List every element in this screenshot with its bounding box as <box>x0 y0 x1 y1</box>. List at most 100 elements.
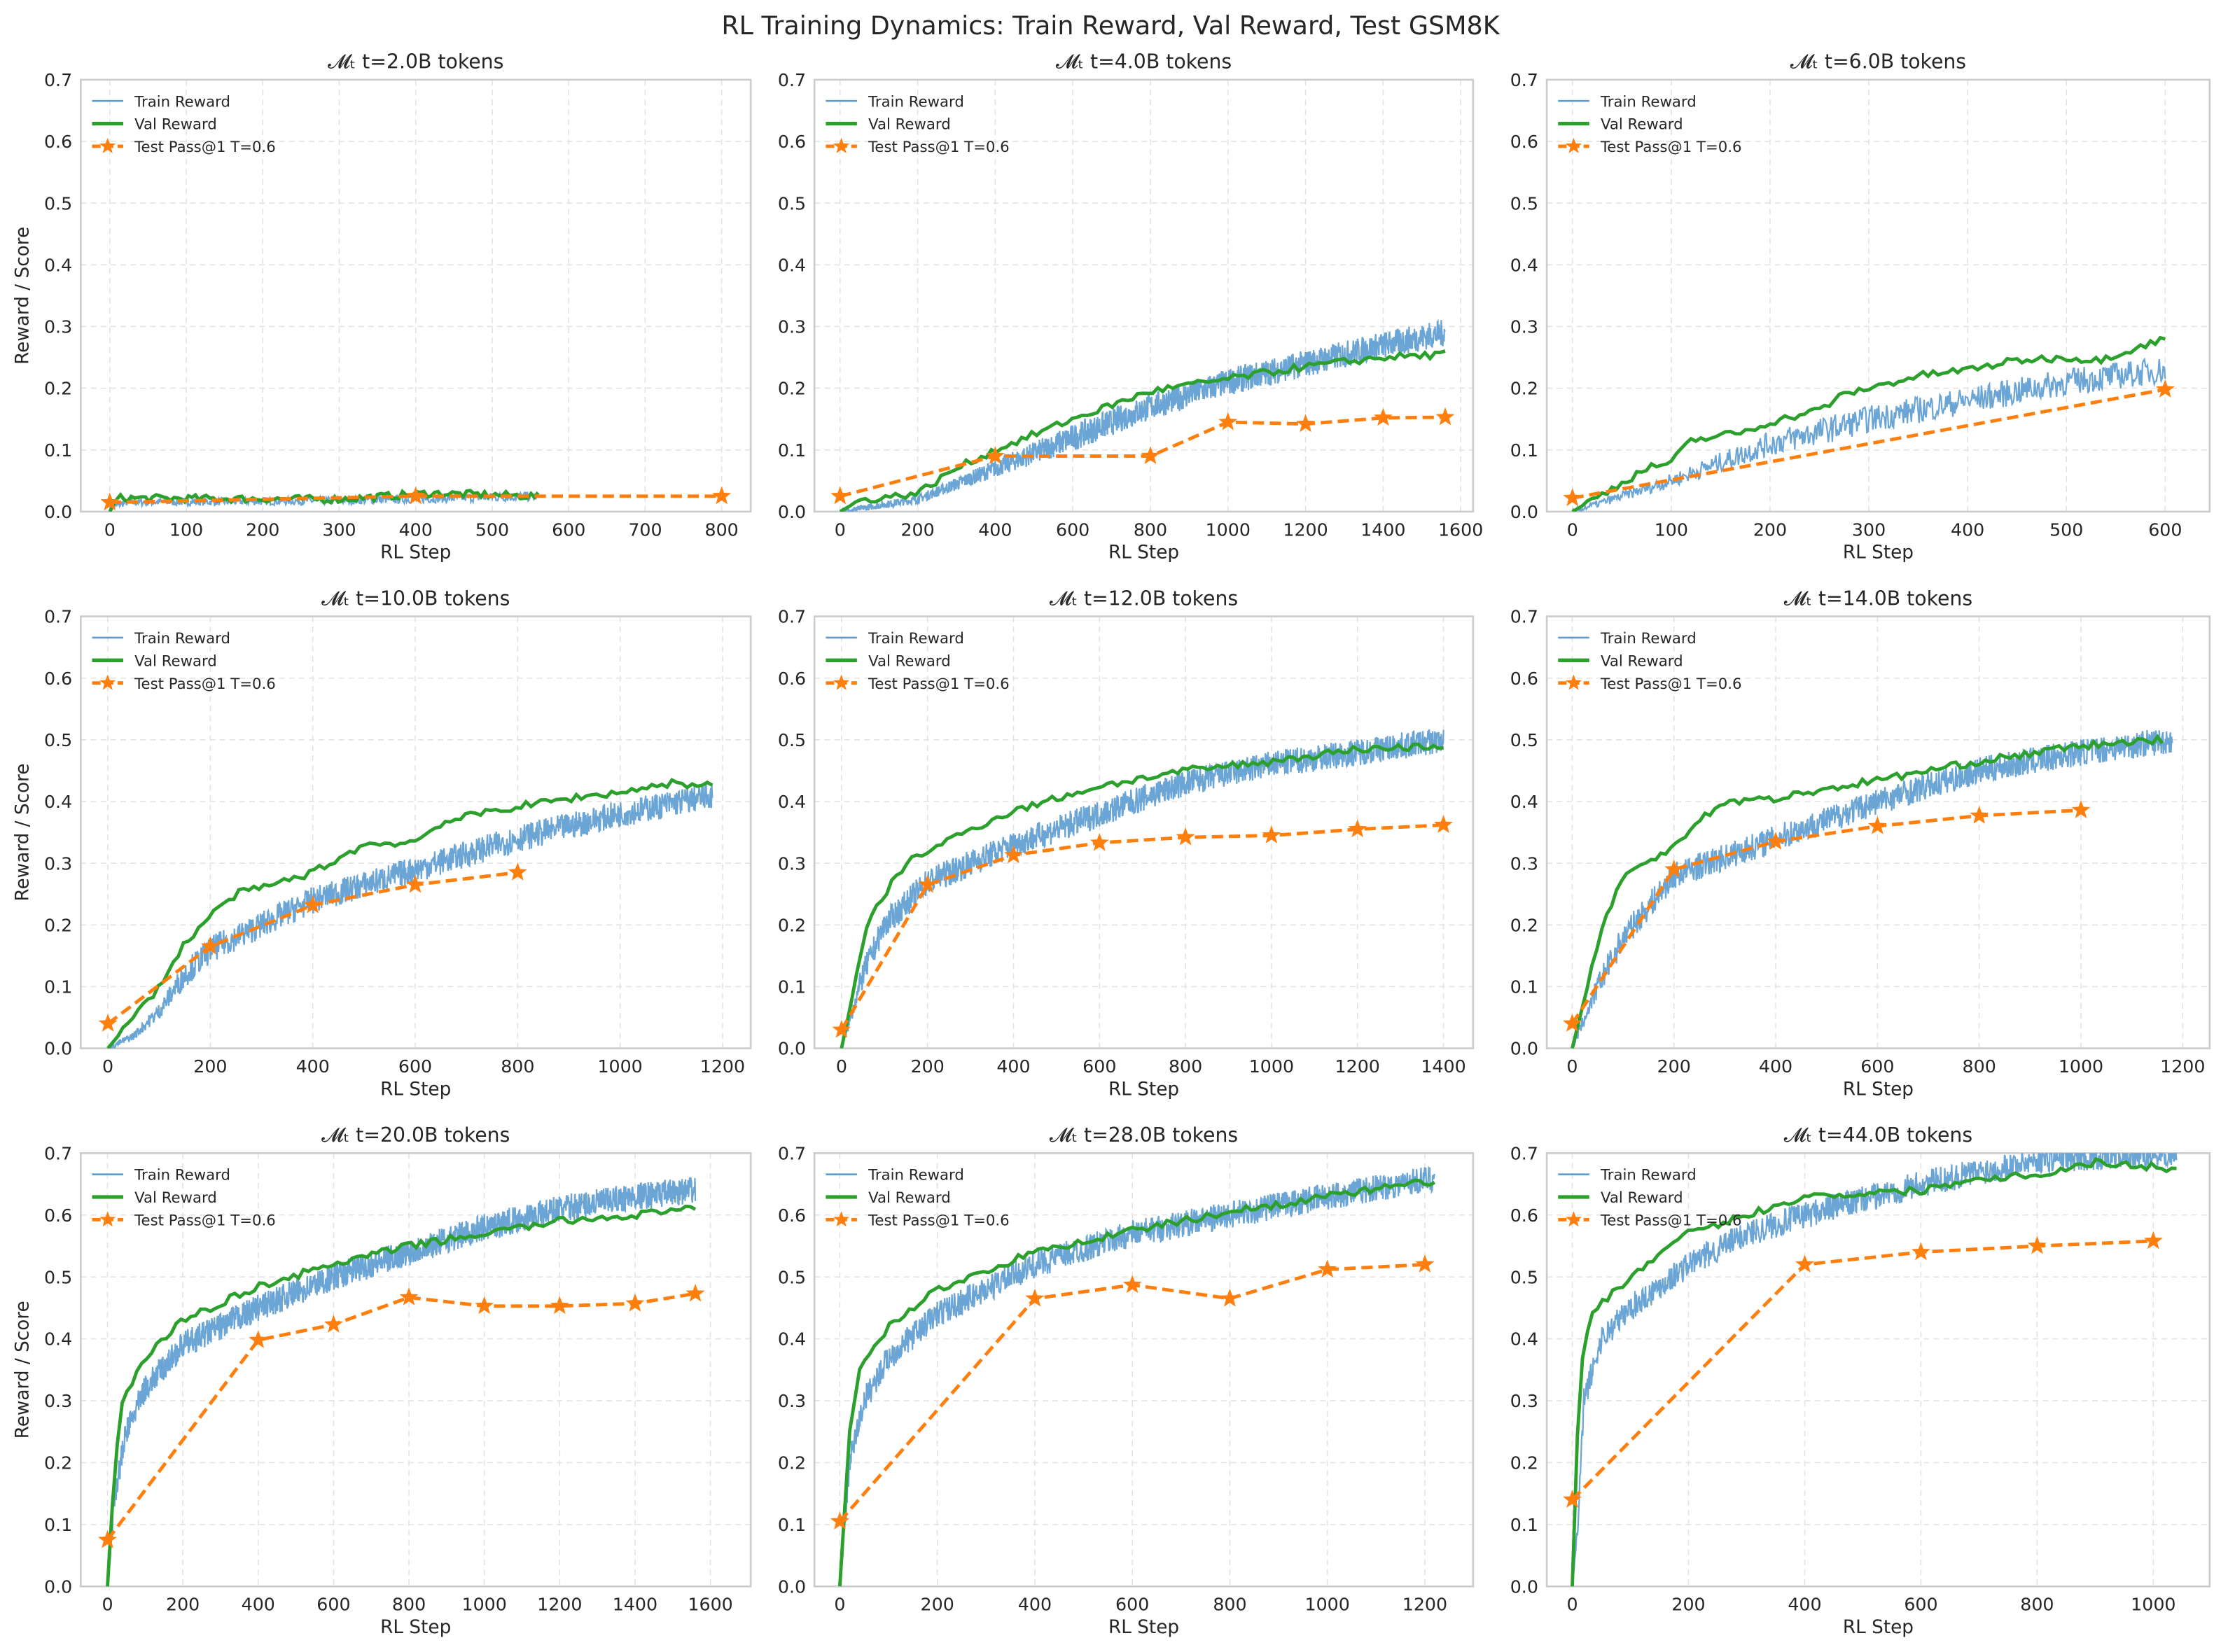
x-tick-label: 0 <box>1567 519 1578 540</box>
train-reward-line <box>1571 1153 2178 1587</box>
y-tick-label: 0.5 <box>44 1267 72 1287</box>
test-pass-marker <box>406 486 426 505</box>
x-tick-label: 0 <box>102 1056 113 1077</box>
subplot-title: 𝓜ₜ t=4.0B tokens <box>1056 50 1232 74</box>
legend-label-val: Val Reward <box>868 116 951 134</box>
test-pass-marker <box>323 1315 343 1333</box>
test-pass-marker <box>1373 407 1393 426</box>
x-tick-label: 1600 <box>688 1595 732 1615</box>
y-tick-label: 0.6 <box>44 132 72 152</box>
train-reward-line <box>107 783 713 1049</box>
x-tick-label: 1000 <box>2059 1056 2103 1077</box>
y-tick-label: 0.4 <box>44 792 72 812</box>
y-axis-label: Reward / Score <box>12 764 33 902</box>
x-tick-label: 0 <box>1567 1595 1578 1615</box>
legend-label-test: Test Pass@1 T=0.6 <box>134 1212 276 1229</box>
test-pass-marker <box>1563 1490 1582 1508</box>
y-tick-label: 0.3 <box>44 853 72 874</box>
y-tick-label: 0.5 <box>44 193 72 214</box>
train-reward-line <box>1572 729 2173 1049</box>
y-tick-label: 0.4 <box>778 255 806 275</box>
legend-label-test: Test Pass@1 T=0.6 <box>868 1212 1010 1229</box>
x-tick-label: 600 <box>398 1056 432 1077</box>
subplot-title: 𝓜ₜ t=6.0B tokens <box>1790 50 1966 74</box>
x-tick-label: 800 <box>1134 519 1167 540</box>
x-tick-label: 400 <box>1951 519 1984 540</box>
subplot-5: 0.0 0.1 0.2 0.3 0.4 0.5 0.6 0.7 0 200 400 600 800 100… <box>778 587 1475 1100</box>
y-tick-label: 0.5 <box>778 193 806 214</box>
x-tick-label: 600 <box>1860 1056 1894 1077</box>
y-tick-label: 0.3 <box>44 317 72 337</box>
plot-area <box>1571 729 2173 1049</box>
x-tick-label: 0 <box>834 1595 845 1615</box>
y-tick-label: 0.3 <box>44 1391 72 1411</box>
legend-star-marker <box>99 1211 116 1227</box>
y-tick-label: 0.4 <box>44 255 72 275</box>
subplot-6: 0.0 0.1 0.2 0.3 0.4 0.5 0.6 0.7 0 200 400 600 800 100… <box>1510 587 2211 1100</box>
subplot-1: 0.0 0.1 0.2 0.3 0.4 0.5 0.6 0.7 0 100 200 300 400 500… <box>12 50 752 564</box>
subplot-9: 0.0 0.1 0.2 0.3 0.4 0.5 0.6 0.7 0 200 400 600 800 100… <box>1510 1124 2211 1638</box>
figure-title: RL Training Dynamics: Train Reward, Val … <box>721 10 1500 41</box>
subplot-2: 0.0 0.1 0.2 0.3 0.4 0.5 0.6 0.7 0 200 400 600 800 100… <box>778 50 1483 564</box>
x-tick-label: 300 <box>322 519 356 540</box>
legend: Train Reward Val Reward Test Pass@1 T=0.6 <box>1558 630 1742 693</box>
plot-area <box>837 1166 1436 1587</box>
x-tick-label: 200 <box>1753 519 1787 540</box>
test-pass-marker <box>1348 819 1367 838</box>
legend-star-marker <box>1565 674 1582 690</box>
x-tick-label: 600 <box>1904 1595 1937 1615</box>
x-tick-label: 1200 <box>1283 519 1328 540</box>
val-reward-line <box>1571 734 2164 1049</box>
legend-label-train: Train Reward <box>1600 1167 1697 1184</box>
legend-label-test: Test Pass@1 T=0.6 <box>1600 139 1742 156</box>
legend: Train Reward Val Reward Test Pass@1 T=0.6 <box>92 93 276 156</box>
x-tick-label: 800 <box>1963 1056 1996 1077</box>
y-tick-label: 0.2 <box>1510 1453 1538 1474</box>
legend: Train Reward Val Reward Test Pass@1 T=0.6 <box>1558 1167 1742 1229</box>
x-tick-label: 200 <box>1671 1595 1705 1615</box>
test-pass-marker <box>1318 1259 1337 1278</box>
x-tick-label: 0 <box>102 1595 113 1615</box>
x-tick-label: 1000 <box>1305 1595 1350 1615</box>
x-tick-label: 200 <box>193 1056 227 1077</box>
y-tick-label: 0.6 <box>44 668 72 689</box>
subplot-title: 𝓜ₜ t=14.0B tokens <box>1784 587 1972 610</box>
x-tick-label: 1200 <box>1402 1595 1447 1615</box>
x-tick-label: 400 <box>978 519 1012 540</box>
x-tick-label: 600 <box>316 1595 350 1615</box>
test-pass-marker <box>1089 832 1109 851</box>
x-tick-label: 500 <box>2049 519 2083 540</box>
axes-frame <box>79 1152 752 1588</box>
test-pass-marker <box>830 486 850 505</box>
y-tick-label: 0.4 <box>778 1329 806 1350</box>
test-pass-marker <box>1435 407 1455 426</box>
test-pass-line <box>840 823 1444 1031</box>
y-tick-label: 0.0 <box>778 502 806 522</box>
subplot-7: 0.0 0.1 0.2 0.3 0.4 0.5 0.6 0.7 0 200 400 600 800 100… <box>12 1124 752 1638</box>
y-tick-label: 0.4 <box>778 792 806 812</box>
test-pass-marker <box>1795 1254 1815 1273</box>
axes-frame <box>1545 615 2211 1049</box>
legend-label-val: Val Reward <box>1601 116 1683 134</box>
x-tick-label: 100 <box>169 519 203 540</box>
test-pass-line <box>838 1263 1426 1523</box>
y-tick-label: 0.1 <box>44 977 72 997</box>
val-reward-line <box>840 742 1444 1049</box>
x-tick-label: 600 <box>1115 1595 1149 1615</box>
x-tick-label: 200 <box>166 1595 200 1615</box>
x-tick-label: 1600 <box>1438 519 1483 540</box>
test-pass-marker <box>1867 816 1887 834</box>
test-pass-marker <box>1218 412 1238 430</box>
test-pass-line <box>1571 808 2082 1025</box>
y-tick-label: 0.2 <box>1510 915 1538 935</box>
y-tick-label: 0.4 <box>44 1329 72 1350</box>
y-tick-label: 0.3 <box>778 317 806 337</box>
y-tick-label: 0.3 <box>1510 317 1538 337</box>
x-tick-label: 400 <box>1788 1595 1821 1615</box>
test-pass-marker <box>249 1330 268 1348</box>
y-tick-label: 0.1 <box>1510 977 1538 997</box>
y-tick-label: 0.7 <box>1510 607 1538 627</box>
test-pass-marker <box>1262 825 1281 844</box>
x-tick-label: 1000 <box>2131 1595 2175 1615</box>
x-tick-label: 400 <box>296 1056 330 1077</box>
